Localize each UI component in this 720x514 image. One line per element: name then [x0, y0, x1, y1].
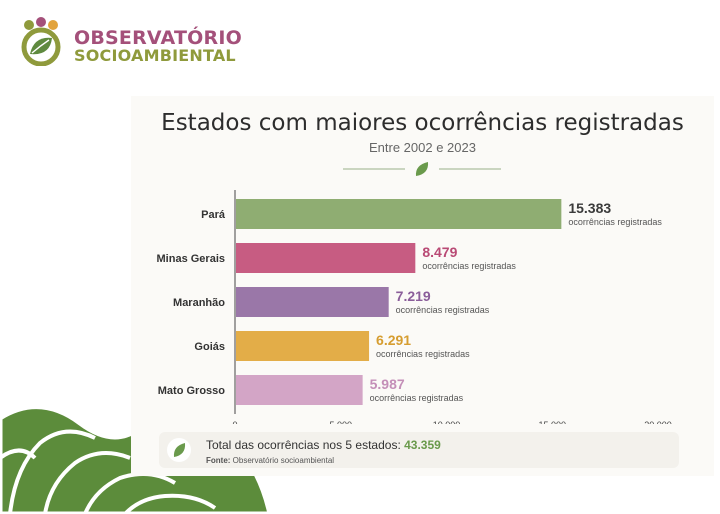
brand-name-line1: OBSERVATÓRIO [74, 27, 242, 49]
chart-title: Estados com maiores ocorrências registra… [161, 110, 684, 136]
bar [236, 287, 389, 317]
chart-subtitle: Entre 2002 e 2023 [369, 140, 476, 155]
value-caption: ocorrências registradas [370, 393, 464, 403]
x-tick-label: 10.000 [433, 420, 461, 424]
brand-name-line2: SOCIOAMBIENTAL [74, 46, 236, 65]
source-value: Observatório socioambiental [232, 456, 335, 465]
x-tick-label: 0 [232, 420, 237, 424]
value-caption: ocorrências registradas [376, 349, 470, 359]
bar [236, 331, 370, 361]
total-text: Total das ocorrências nos 5 estados: 43.… [206, 438, 441, 452]
value-label: 5.987 [370, 376, 405, 392]
x-tick-label: 15.000 [538, 420, 566, 424]
leaf-icon [167, 438, 191, 462]
value-caption: ocorrências registradas [396, 305, 490, 315]
source-text: Fonte: Observatório socioambiental [206, 456, 334, 465]
category-label: Goiás [194, 341, 225, 353]
value-label: 7.219 [396, 288, 431, 304]
value-label: 8.479 [422, 244, 457, 260]
bar [236, 375, 363, 405]
total-label: Total das ocorrências nos 5 estados: [206, 438, 401, 452]
total-summary-box: Total das ocorrências nos 5 estados: 43.… [159, 432, 679, 468]
value-caption: ocorrências registradas [568, 217, 662, 227]
category-label: Pará [201, 209, 226, 221]
leaf-people-logo-icon [21, 17, 61, 66]
leaf-icon [343, 162, 501, 176]
category-label: Minas Gerais [157, 253, 225, 265]
value-label: 6.291 [376, 332, 411, 348]
x-tick-label: 5.000 [329, 420, 352, 424]
total-value: 43.359 [404, 438, 441, 452]
bar [236, 243, 416, 273]
bar [236, 199, 562, 229]
category-label: Maranhão [173, 297, 225, 309]
category-label: Mato Grosso [158, 385, 226, 397]
source-label: Fonte: [206, 456, 231, 465]
x-tick-label: 20.000 [644, 420, 672, 424]
value-label: 15.383 [568, 200, 611, 216]
value-caption: ocorrências registradas [422, 261, 516, 271]
chart-card: Estados com maiores ocorrências registra… [131, 96, 714, 476]
